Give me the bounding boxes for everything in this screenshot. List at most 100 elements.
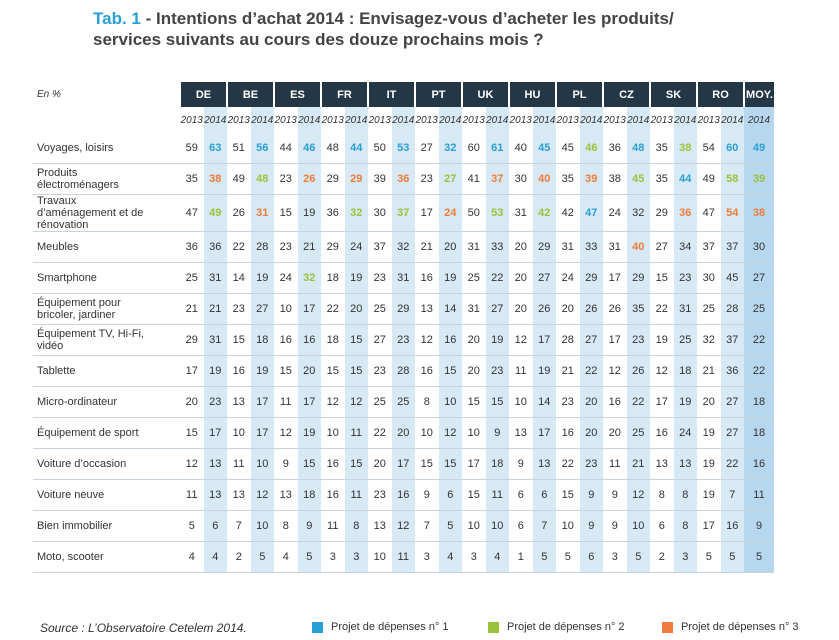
cell: 29 [344, 163, 368, 195]
cell: 31 [391, 262, 415, 294]
data-row: Travaux d’aménagement et de rénovation 47… [33, 194, 774, 232]
year: 2014 [626, 107, 650, 133]
title: Tab. 1 - Intentions d’achat 2014 : Envis… [93, 8, 674, 50]
cell: 4 [203, 541, 227, 573]
cell: 23 [626, 324, 650, 356]
cell: 20 [579, 386, 603, 418]
cell: 11 [180, 479, 204, 511]
country: PL [555, 82, 603, 107]
cell: 16 [321, 479, 345, 511]
data-row: Micro-ordinateur 20 23 13 17 11 17 12 12 25 25 8 10 1… [33, 386, 774, 418]
cell: 29 [650, 194, 674, 232]
cell: 20 [462, 355, 486, 387]
cell: 63 [203, 133, 227, 164]
year: 2014 [720, 107, 744, 133]
cell: 10 [556, 510, 580, 542]
cell: 5 [438, 510, 462, 542]
cell: 40 [532, 163, 556, 195]
cell: 20 [697, 386, 721, 418]
country: FR [320, 82, 368, 107]
cell: 16 [438, 324, 462, 356]
cell: 20 [297, 355, 321, 387]
row-label: Bien immobilier [33, 510, 180, 542]
cell: 13 [227, 386, 251, 418]
data-row: Moto, scooter 4 4 2 5 4 5 3 3 10 11 3 4 3 4 1 5 5 6 3 5 2 3 5 5 5 [33, 541, 774, 573]
cell: 12 [438, 417, 462, 449]
cell: 17 [462, 448, 486, 480]
cell: 27 [650, 231, 674, 263]
cell: 19 [673, 386, 697, 418]
cell: 10 [485, 510, 509, 542]
cell: 9 [603, 479, 627, 511]
country: RO [696, 82, 744, 107]
cell: 9 [274, 448, 298, 480]
cell: 16 [274, 324, 298, 356]
cell: 36 [720, 355, 744, 387]
legend-label: Projet de dépenses n° 2 [507, 621, 625, 633]
cell: 19 [297, 194, 321, 232]
cell: 5 [180, 510, 204, 542]
cell: 20 [391, 417, 415, 449]
row-label: Travaux d’aménagement et de rénovation [33, 194, 180, 232]
cell: 11 [509, 355, 533, 387]
cell: 14 [438, 293, 462, 325]
cell: 19 [697, 417, 721, 449]
cell: 26 [297, 163, 321, 195]
cell: 19 [297, 417, 321, 449]
cell: 20 [509, 262, 533, 294]
cell: 10 [368, 541, 392, 573]
cell: 2 [650, 541, 674, 573]
row-label: Smartphone [33, 262, 180, 294]
year: 2014 [532, 107, 556, 133]
cell: 23 [391, 324, 415, 356]
cell: 25 [462, 262, 486, 294]
cell: 36 [180, 231, 204, 263]
title-line: services suivants au cours des douze pro… [93, 30, 544, 49]
cell: 27 [720, 386, 744, 418]
legend-swatch [312, 621, 323, 633]
cell: 21 [626, 448, 650, 480]
cell: 36 [391, 163, 415, 195]
year: 2013 [321, 114, 344, 126]
cell: 25 [673, 324, 697, 356]
cell: 19 [250, 355, 274, 387]
cell: 39 [579, 163, 603, 195]
cell: 19 [438, 262, 462, 294]
cell: 12 [344, 386, 368, 418]
cell: 33 [485, 231, 509, 263]
cell: 9 [297, 510, 321, 542]
cell: 44 [673, 163, 697, 195]
cell: 22 [485, 262, 509, 294]
cell: 18 [321, 324, 345, 356]
cell: 51 [227, 133, 251, 164]
cell: 13 [532, 448, 556, 480]
cell: 37 [485, 163, 509, 195]
cell: 22 [744, 355, 774, 387]
cell: 33 [579, 231, 603, 263]
cell: 28 [391, 355, 415, 387]
title-prefix: Tab. 1 [93, 9, 141, 28]
cell: 30 [744, 231, 774, 263]
cell: 23 [579, 448, 603, 480]
cell: 13 [415, 293, 439, 325]
cell: 29 [180, 324, 204, 356]
row-label: Voyages, loisirs [33, 133, 180, 164]
cell: 29 [391, 293, 415, 325]
country: BE [226, 82, 274, 107]
cell: 26 [579, 293, 603, 325]
cell: 18 [250, 324, 274, 356]
cell: 23 [203, 386, 227, 418]
cell: 23 [673, 262, 697, 294]
cell: 9 [579, 510, 603, 542]
cell: 23 [368, 262, 392, 294]
cell: 17 [603, 262, 627, 294]
cell: 17 [532, 324, 556, 356]
cell: 22 [321, 293, 345, 325]
cell: 19 [697, 479, 721, 511]
cell: 58 [720, 163, 744, 195]
cell: 3 [603, 541, 627, 573]
cell: 11 [344, 479, 368, 511]
cell: 26 [626, 355, 650, 387]
legend-swatch [662, 621, 673, 633]
cell: 15 [274, 194, 298, 232]
